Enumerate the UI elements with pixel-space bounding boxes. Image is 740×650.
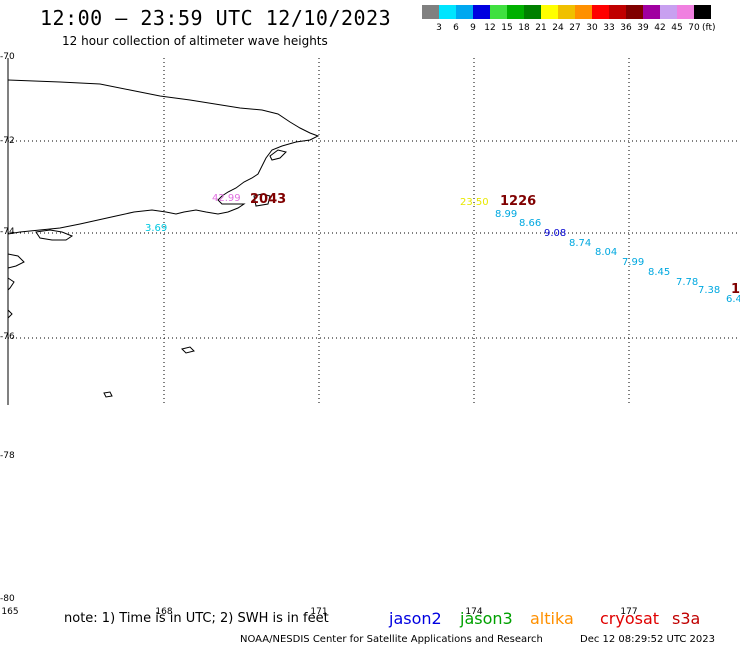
colorbar-swatch	[507, 5, 524, 19]
wave-height-label: 42.99	[212, 193, 241, 204]
colorbar-label: 18	[518, 23, 530, 33]
wave-height-label: 23.50	[460, 197, 489, 208]
wave-height-label: 8.74	[569, 238, 591, 249]
lat-label: -76	[0, 332, 15, 342]
wave-height-label: 3.69	[145, 223, 167, 234]
satellite-label: altika	[530, 609, 574, 628]
colorbar-swatch	[660, 5, 677, 19]
colorbar-label: 39	[637, 23, 649, 33]
colorbar-swatch	[456, 5, 473, 19]
colorbar-label: 70	[688, 23, 700, 33]
colorbar-label: 45	[671, 23, 683, 33]
colorbar-swatch	[575, 5, 592, 19]
wave-height-label: 8.66	[519, 218, 541, 229]
colorbar-swatch	[558, 5, 575, 19]
lon-label: 174	[465, 607, 483, 617]
colorbar-unit: (ft)	[702, 23, 716, 33]
colorbar-label: 36	[620, 23, 632, 33]
satellite-label: cryosat	[600, 609, 660, 628]
lat-label: -70	[0, 52, 15, 62]
wave-height-label: 8.45	[648, 267, 670, 278]
satellite-label: s3a	[672, 609, 701, 628]
satellite-label: jason2	[389, 609, 442, 628]
colorbar-label: 6	[453, 23, 459, 33]
wave-height-label: 7.78	[676, 277, 698, 288]
colorbar-swatch	[694, 5, 711, 19]
map-subtitle: 12 hour collection of altimeter wave hei…	[62, 34, 328, 48]
colorbar-label: 3	[436, 23, 442, 33]
colorbar-swatch	[592, 5, 609, 19]
lon-label: 177	[620, 607, 638, 617]
lat-label: -80	[0, 594, 15, 604]
colorbar-label: 27	[569, 23, 581, 33]
colorbar-label: 33	[603, 23, 615, 33]
satellite-label: jason3	[460, 609, 513, 628]
wave-height-label: 1	[731, 282, 740, 297]
wave-height-label: 6.4	[726, 294, 740, 305]
coastline	[7, 79, 320, 398]
colorbar-swatch	[626, 5, 643, 19]
lat-label: -74	[0, 227, 15, 237]
colorbar-label: 15	[501, 23, 513, 33]
wave-height-label: 8.04	[595, 247, 617, 258]
lon-label: 168	[155, 607, 173, 617]
colorbar-swatch	[473, 5, 490, 19]
map-title: 12:00 – 23:59 UTC 12/10/2023	[40, 6, 392, 30]
colorbar-swatch	[609, 5, 626, 19]
colorbar-swatch	[524, 5, 541, 19]
colorbar-swatch	[541, 5, 558, 19]
colorbar-label: 12	[484, 23, 496, 33]
credit-text: NOAA/NESDIS Center for Satellite Applica…	[240, 634, 543, 645]
colorbar-swatch	[422, 5, 439, 19]
wave-height-label: 7.99	[622, 257, 644, 268]
lat-label: -78	[0, 451, 15, 461]
colorbar-label: 21	[535, 23, 547, 33]
wave-height-label: 1226	[500, 194, 536, 209]
wave-height-label: 8.99	[495, 209, 517, 220]
colorbar-label: 30	[586, 23, 598, 33]
lon-label: 171	[310, 607, 328, 617]
colorbar-label: 24	[552, 23, 564, 33]
wave-height-label: 7.38	[698, 285, 720, 296]
graticule	[8, 58, 740, 405]
lat-label: -72	[0, 136, 15, 146]
generated-timestamp: Dec 12 08:29:52 UTC 2023	[580, 634, 715, 645]
colorbar-swatch	[439, 5, 456, 19]
units-note: note: 1) Time is in UTC; 2) SWH is in fe…	[64, 611, 329, 626]
colorbar-label: 42	[654, 23, 666, 33]
lon-label: 165	[1, 607, 19, 617]
colorbar-swatch	[677, 5, 694, 19]
wave-height-label: 2043	[250, 192, 286, 207]
colorbar-label: 9	[470, 23, 476, 33]
wave-height-label: 9.08	[544, 228, 566, 239]
colorbar-swatch	[490, 5, 507, 19]
colorbar-swatch	[643, 5, 660, 19]
